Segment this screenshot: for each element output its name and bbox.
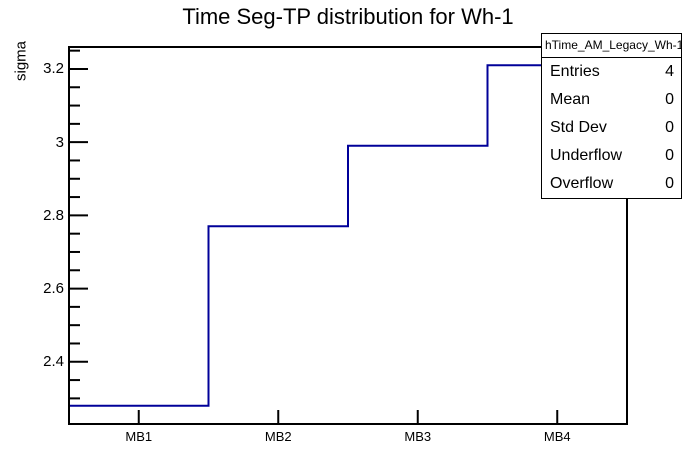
y-tick-label: 2.4 xyxy=(43,353,64,371)
stat-row: Underflow 0 xyxy=(542,142,681,170)
stats-rows: Entries 4 Mean 0 Std Dev 0 Underflow 0 Overflow 0 xyxy=(542,58,681,198)
x-tick-label: MB4 xyxy=(543,429,571,444)
y-tick-label: 3.2 xyxy=(43,60,64,78)
stat-label: Entries xyxy=(550,63,600,80)
stat-row: Std Dev 0 xyxy=(542,114,681,142)
stat-value: 4 xyxy=(665,63,674,80)
stats-box: hTime_AM_Legacy_Wh-1 Entries 4 Mean 0 Std De… xyxy=(541,33,682,199)
y-tick-label: 2.6 xyxy=(43,280,64,298)
stat-value: 0 xyxy=(665,91,674,108)
stat-row: Entries 4 xyxy=(542,58,681,86)
y-tick-label: 3 xyxy=(55,133,64,151)
stat-label: Underflow xyxy=(550,147,623,164)
stat-value: 0 xyxy=(665,119,674,136)
stat-value: 0 xyxy=(665,175,674,192)
x-tick-label: MB2 xyxy=(264,429,292,444)
y-tick-label: 2.8 xyxy=(43,206,64,224)
stat-label: Mean xyxy=(550,91,591,108)
plot-frame xyxy=(68,46,628,425)
chart-title: Time Seg-TP distribution for Wh-1 xyxy=(182,4,514,29)
stat-row: Mean 0 xyxy=(542,86,681,114)
x-tick-label: MB3 xyxy=(404,429,432,444)
stats-box-title: hTime_AM_Legacy_Wh-1 xyxy=(542,34,681,58)
x-tick-label: MB1 xyxy=(125,429,153,444)
stat-value: 0 xyxy=(665,147,674,164)
stat-label: Std Dev xyxy=(550,119,607,136)
stat-row: Overflow 0 xyxy=(542,170,681,198)
stat-label: Overflow xyxy=(550,175,614,192)
